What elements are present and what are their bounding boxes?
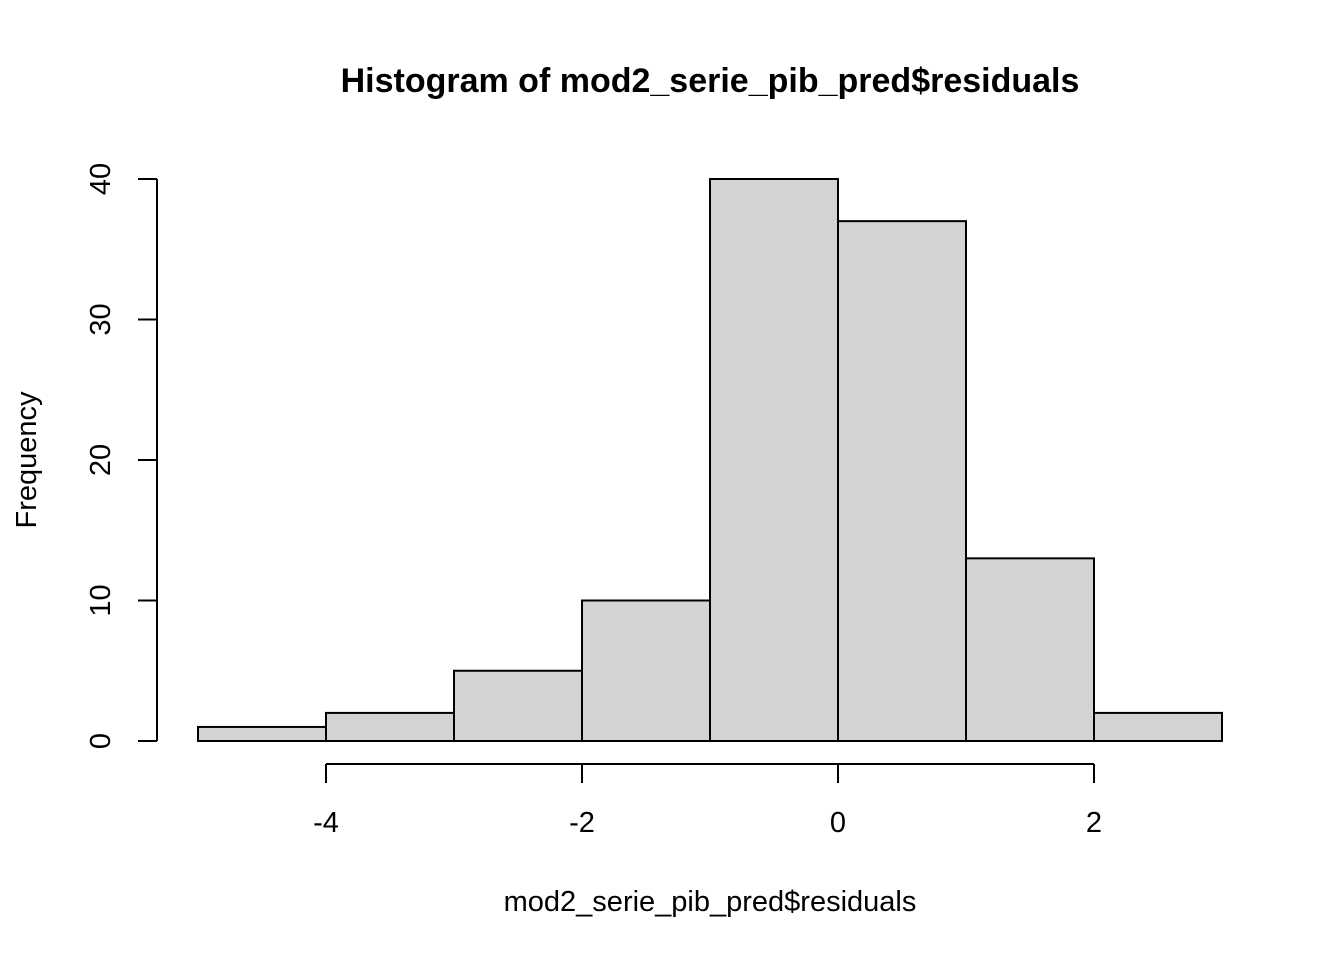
y-tick-label: 30: [85, 303, 117, 335]
y-axis: 0 10 20 30 40: [85, 163, 158, 749]
y-tick-label: 20: [85, 444, 117, 476]
histogram-bar-3: [453, 669, 583, 742]
y-tick-label: 10: [85, 584, 117, 616]
x-tick-label: 2: [1086, 807, 1102, 839]
x-axis: -4 -2 0 2: [313, 763, 1102, 839]
histogram-bar-5: [709, 178, 839, 742]
histogram-bar-4: [581, 599, 711, 742]
x-tick-label: 0: [830, 807, 846, 839]
x-tick-label: -4: [313, 807, 339, 839]
x-tick-label: -2: [569, 807, 595, 839]
histogram-bar-6: [837, 220, 967, 742]
y-axis-label: Frequency: [11, 391, 43, 529]
x-axis-label: mod2_serie_pib_pred$residuals: [504, 886, 917, 918]
histogram-bar-7: [965, 557, 1095, 742]
histogram-bar-2: [325, 711, 455, 743]
histogram-bar-1: [197, 725, 327, 743]
chart-title: Histogram of mod2_serie_pib_pred$residua…: [341, 62, 1080, 100]
y-tick-label: 0: [85, 733, 117, 749]
histogram-bar-8: [1093, 711, 1223, 743]
y-tick-label: 40: [85, 163, 117, 195]
histogram-bars: [197, 178, 1223, 743]
